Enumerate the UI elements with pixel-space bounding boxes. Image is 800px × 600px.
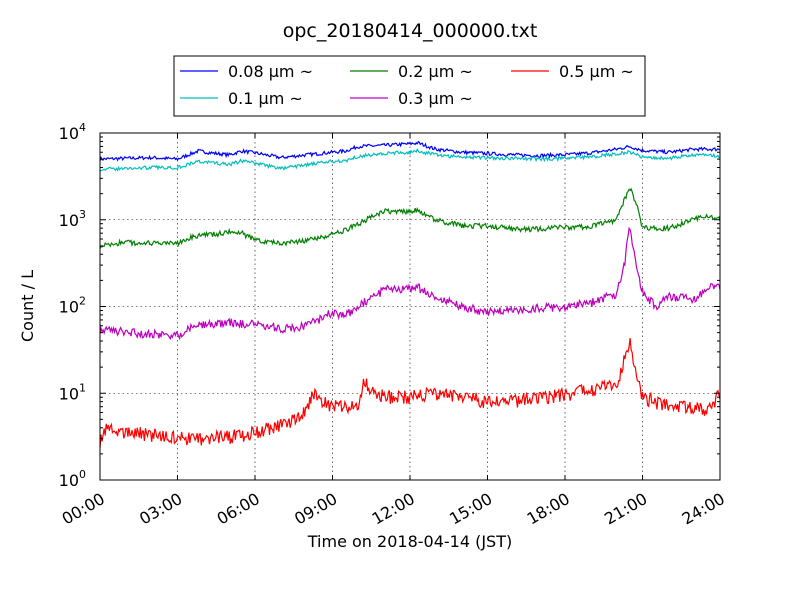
legend-entry-label: 0.1 μm ~ [228, 89, 303, 108]
x-tick-label: 12:00 [369, 489, 418, 529]
series-line-0.2 [100, 187, 720, 249]
legend-entry-label: 0.3 μm ~ [398, 89, 473, 108]
x-axis-label: Time on 2018-04-14 (JST) [307, 532, 512, 551]
series-line-0.08 [100, 140, 720, 162]
x-tick-label: 00:00 [59, 489, 108, 529]
series-line-0.5 [100, 338, 720, 449]
y-tick-label: 100 [59, 468, 86, 490]
x-tick-label: 15:00 [446, 489, 495, 529]
y-tick-label: 102 [59, 295, 86, 317]
y-tick-label: 104 [59, 121, 86, 143]
x-tick-label: 18:00 [524, 489, 573, 529]
legend-box [173, 55, 646, 117]
chart-title: opc_20180414_000000.txt [283, 20, 538, 42]
series-line-0.3 [100, 226, 720, 341]
legend: 0.08 μm ~ 0.1 μm ~ 0.2 μm ~ 0.3 μm ~ 0.5 μm … [173, 55, 646, 117]
series-line-0.1 [100, 148, 720, 172]
legend-entry-label: 0.5 μm ~ [559, 62, 634, 81]
y-tick-label: 103 [59, 208, 86, 230]
legend-entry-label: 0.08 μm ~ [228, 62, 313, 81]
y-axis: 100 101 102 103 104 [59, 121, 720, 490]
x-tick-label: 09:00 [291, 489, 340, 529]
x-tick-label: 03:00 [136, 489, 185, 529]
x-tick-label: 21:00 [601, 489, 650, 529]
series-layer [100, 140, 720, 449]
legend-entry-label: 0.2 μm ~ [398, 62, 473, 81]
y-tick-label: 101 [59, 381, 86, 403]
x-tick-label: 06:00 [214, 489, 263, 529]
y-axis-label: Count / L [18, 270, 37, 342]
grid-lines [100, 133, 720, 480]
x-tick-label: 24:00 [679, 489, 728, 529]
